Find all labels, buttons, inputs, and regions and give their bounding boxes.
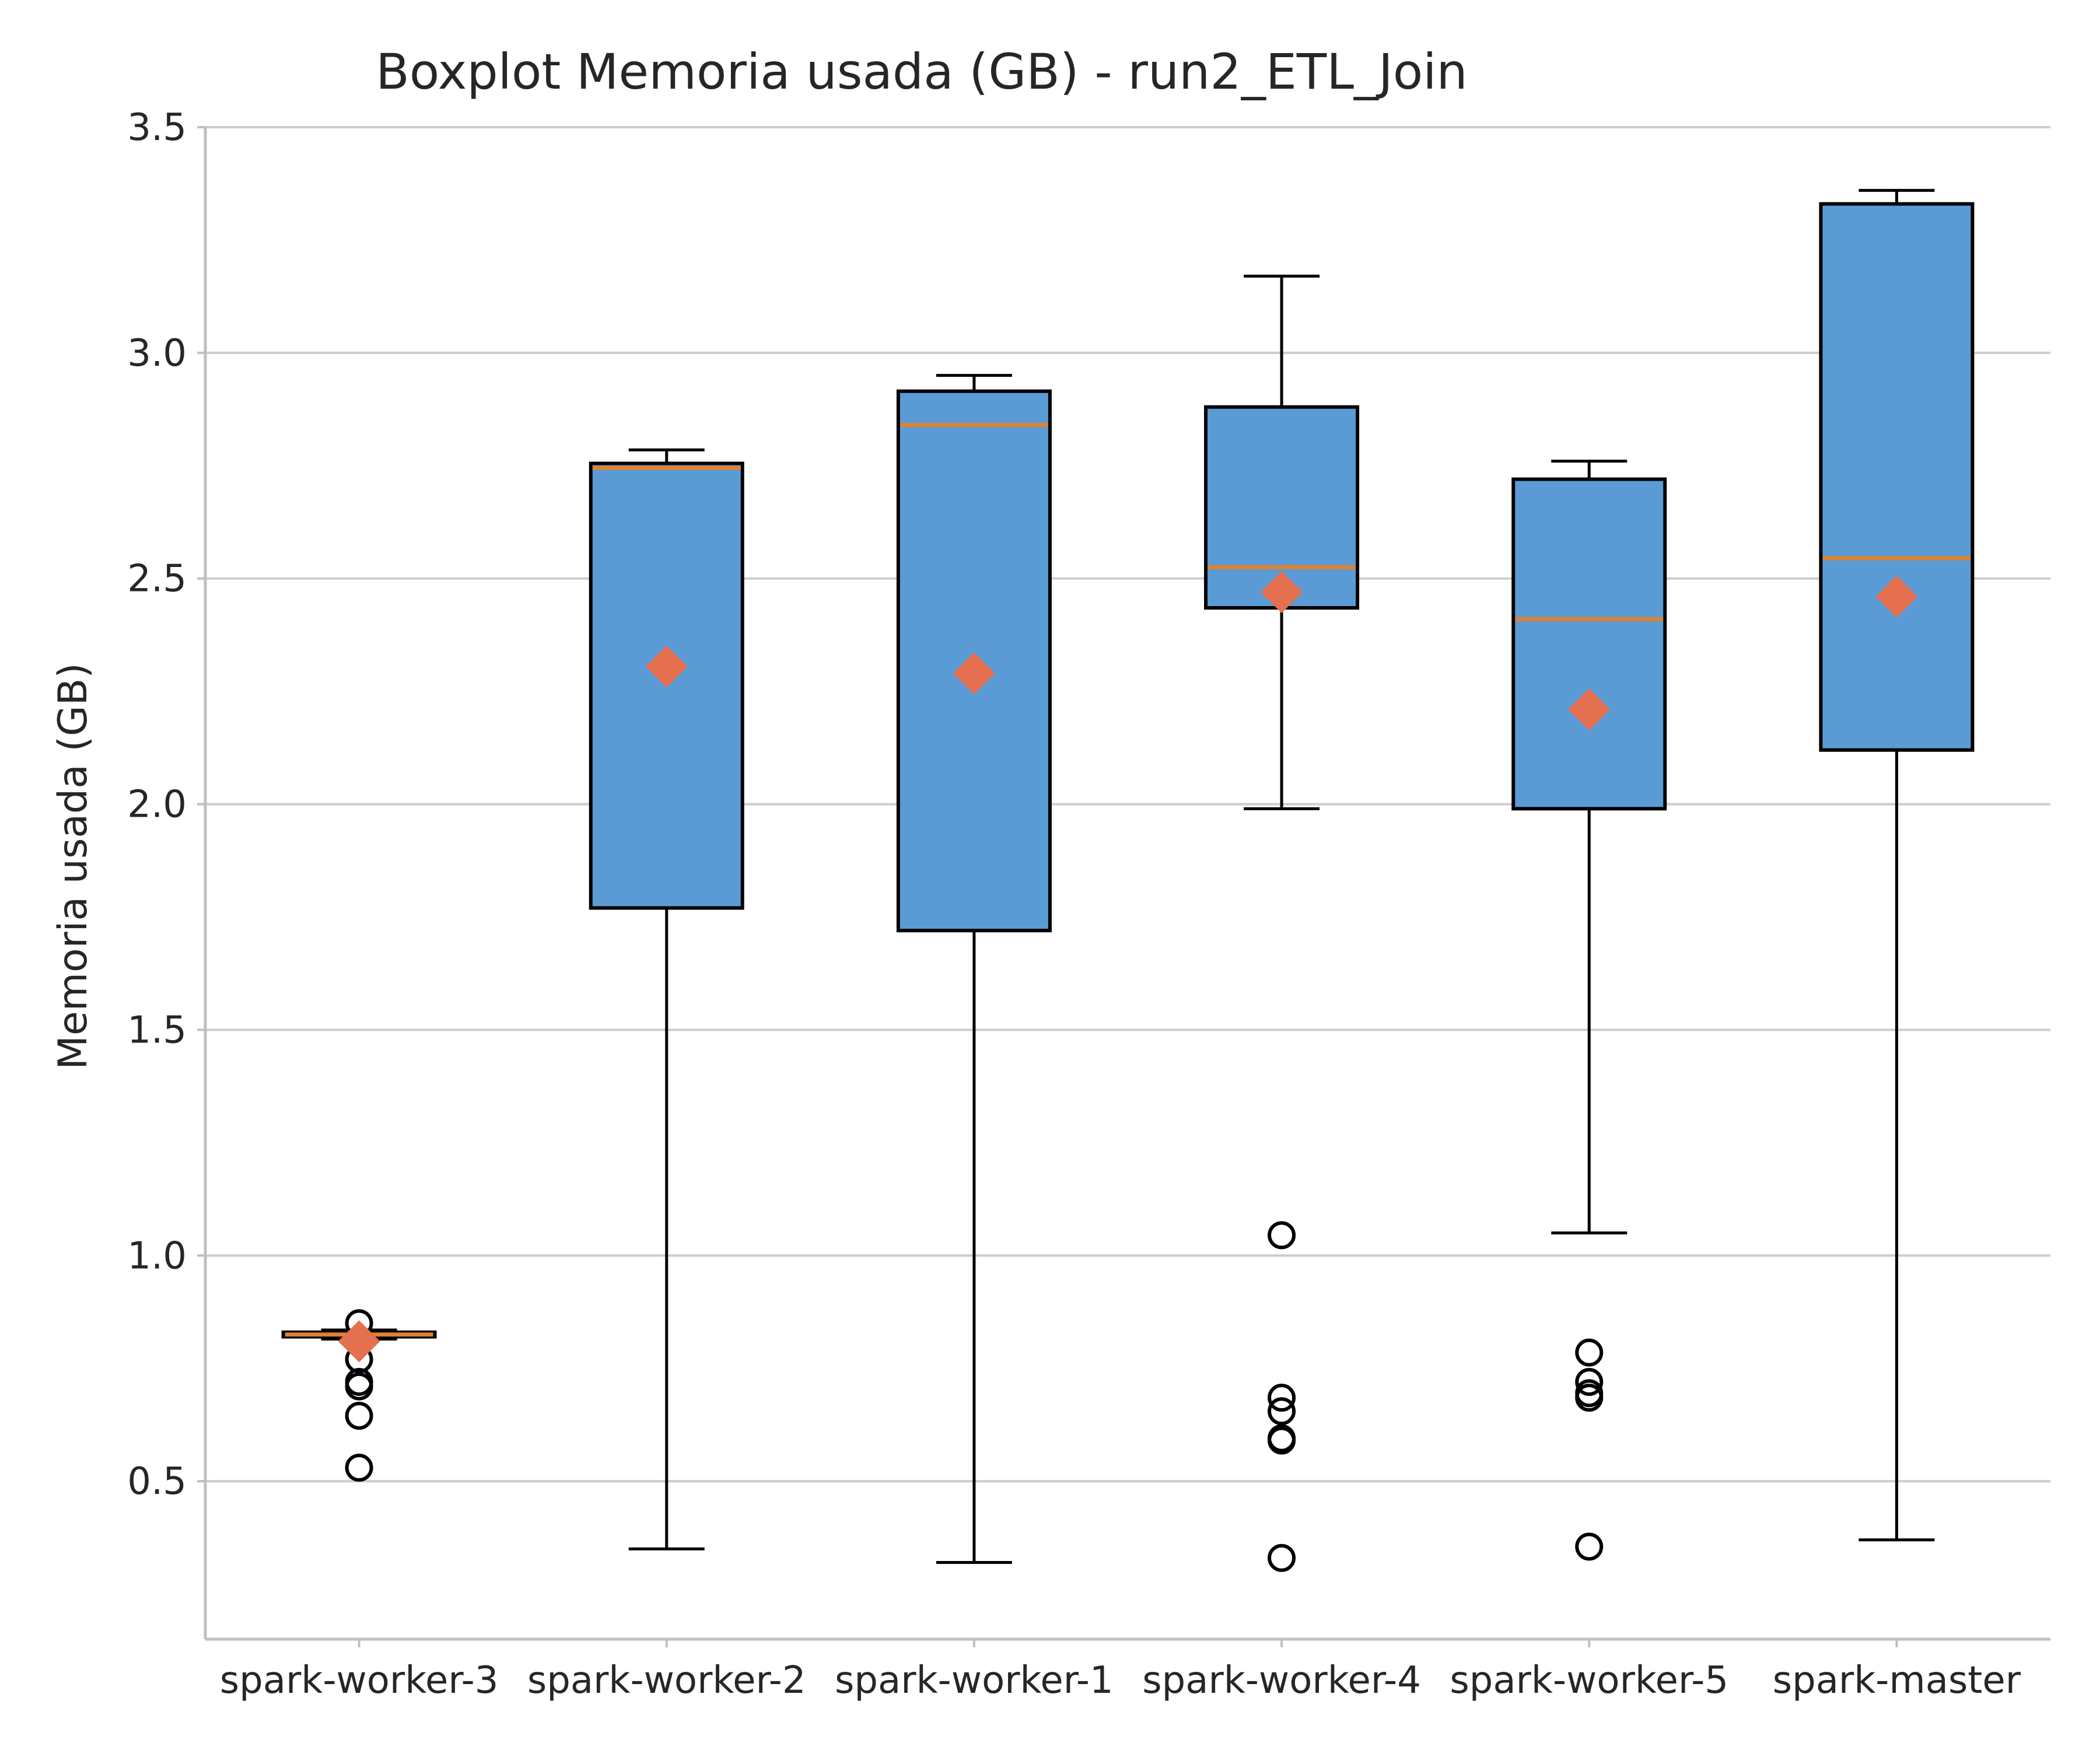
mean-marker — [645, 645, 688, 688]
box-group-spark-worker-1 — [896, 374, 1052, 1564]
outlier-point — [1268, 1426, 1296, 1455]
box-group-spark-worker-3 — [281, 1309, 437, 1482]
outlier-point — [1575, 1367, 1604, 1396]
outlier-point — [1268, 1397, 1296, 1426]
outlier-point — [1575, 1384, 1604, 1412]
box-group-spark-master — [1819, 188, 1975, 1542]
x-tick-label: spark-master — [1773, 1659, 2021, 1702]
outlier-point — [1575, 1338, 1604, 1367]
x-tick-label: spark-worker-1 — [835, 1659, 1114, 1702]
box-group-spark-worker-5 — [1511, 460, 1667, 1561]
box — [896, 389, 1052, 933]
x-tick-label: spark-worker-4 — [1142, 1659, 1421, 1702]
mean-marker — [1875, 575, 1918, 618]
y-tick-label: 0.5 — [127, 1460, 187, 1503]
chart-title: Boxplot Memoria usada (GB) - run2_ETL_Jo… — [376, 43, 1468, 100]
box-group-spark-worker-2 — [589, 448, 744, 1550]
y-tick-label: 1.0 — [127, 1234, 187, 1278]
outlier-point — [1575, 1532, 1604, 1561]
outlier-point — [345, 1453, 373, 1482]
outlier-point — [1268, 1544, 1296, 1572]
box-group-spark-worker-4 — [1204, 274, 1360, 1572]
y-tick-label: 3.5 — [127, 106, 187, 149]
box — [1511, 477, 1667, 811]
y-tick-label: 2.5 — [127, 558, 187, 601]
axes — [197, 126, 2050, 1647]
boxes — [281, 188, 1975, 1572]
y-tick-label: 1.5 — [127, 1009, 187, 1052]
mean-marker — [953, 652, 995, 695]
mean-marker — [1261, 570, 1303, 613]
y-tick-label: 3.0 — [127, 332, 187, 375]
y-tick-label: 2.0 — [127, 783, 187, 827]
box — [1819, 202, 1975, 752]
mean-marker — [338, 1320, 380, 1363]
outlier-point — [1268, 1384, 1296, 1412]
x-tick-label: spark-worker-5 — [1450, 1659, 1728, 1702]
outlier-point — [345, 1372, 373, 1401]
outlier-point — [345, 1402, 373, 1430]
mean-marker — [1568, 688, 1611, 731]
y-axis-label: Memoria usada (GB) — [50, 663, 96, 1070]
x-tick-label: spark-worker-3 — [220, 1659, 499, 1702]
grid-lines — [205, 126, 2050, 1483]
outlier-point — [1268, 1221, 1296, 1250]
x-tick-label: spark-worker-2 — [527, 1659, 806, 1702]
tick-labels: 0.5 1.0 1.5 2.0 2.5 3.0 3.5 spark-worker-3 spark… — [127, 106, 2021, 1702]
